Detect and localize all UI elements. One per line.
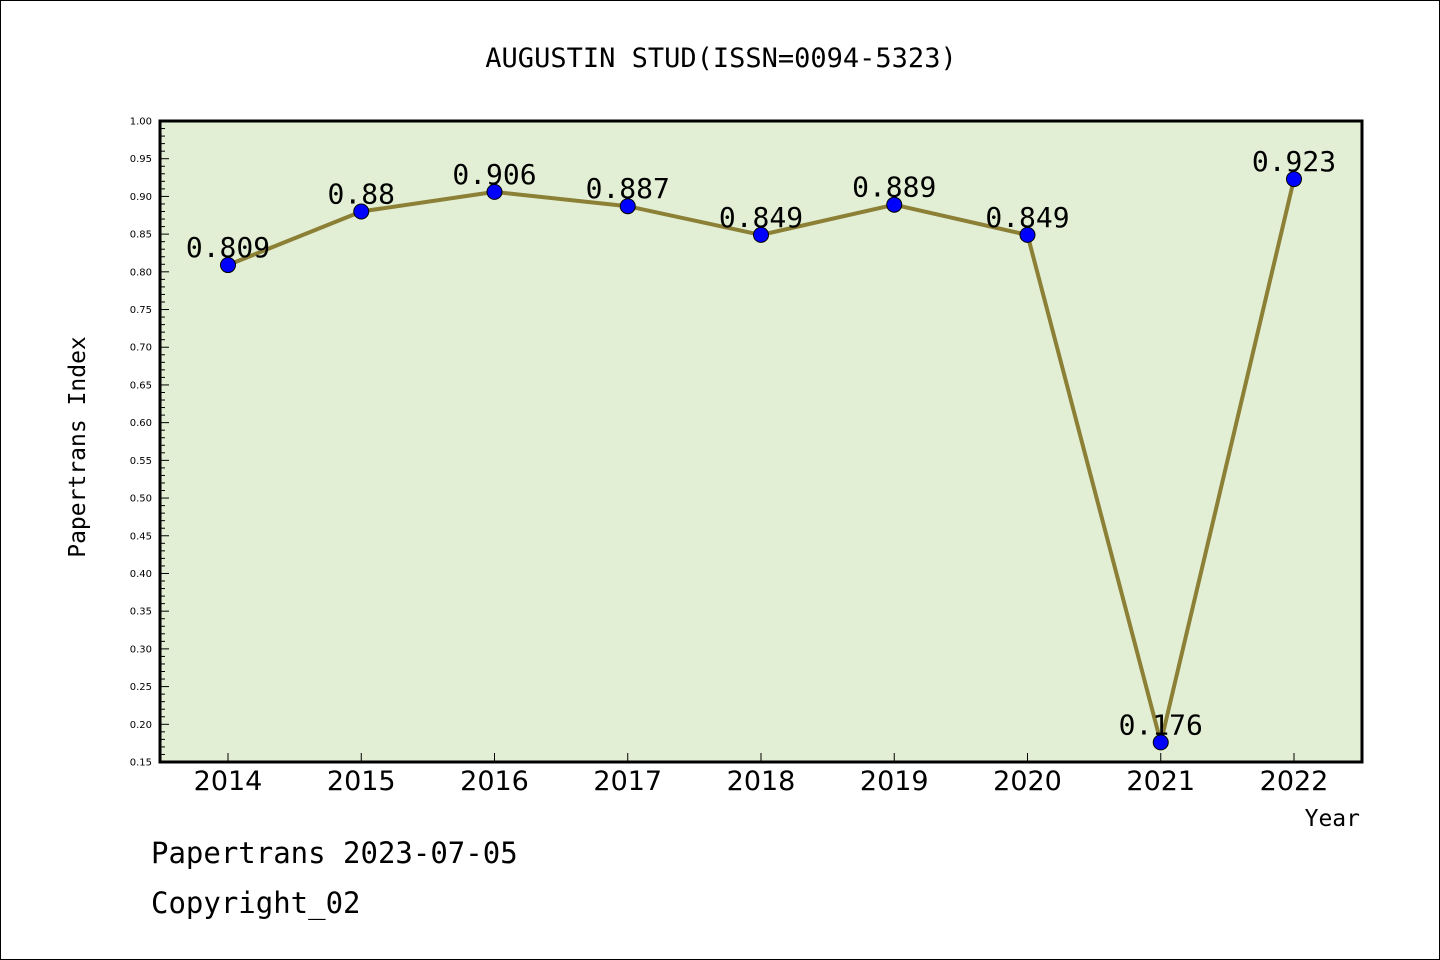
y-tick-label: 0.55 [130,456,152,467]
y-tick-label: 0.75 [130,305,152,316]
x-axis: 2014 2015 2016 2017 2018 2019 2020 2021 2022 [194,753,1329,797]
x-tick-label: 2014 [194,766,263,797]
data-point [486,183,503,200]
footer-date-text: Papertrans 2023-07-05 [151,836,518,870]
data-point [1152,734,1169,751]
y-tick-label: 0.95 [130,154,152,165]
data-label: 0.906 [452,158,536,191]
data-point [220,257,236,274]
y-tick-label: 0.20 [130,720,152,731]
x-axis-label: Year [1305,806,1360,832]
x-tick-label: 2015 [327,766,396,797]
y-tick-label: 0.30 [130,644,152,655]
data-point [886,196,903,213]
data-label: 0.809 [186,231,270,264]
y-tick-label: 1.00 [130,117,152,128]
data-label: 0.849 [985,201,1069,234]
x-tick-label: 2021 [1126,766,1195,797]
y-axis: 0.15 0.20 0.25 0.30 0.35 0.40 0.45 0.50 0.55 0.60… [130,117,169,769]
y-tick-label: 0.65 [130,380,152,391]
data-label: 0.849 [719,201,803,234]
y-tick-label: 0.15 [130,758,152,769]
data-label: 0.88 [328,177,395,210]
x-tick-label: 2016 [460,766,529,797]
y-tick-label: 0.80 [130,267,152,278]
y-tick-label: 0.35 [130,607,152,618]
y-tick-label: 0.70 [130,343,152,354]
footer-copyright-text: Copyright_02 [151,886,361,920]
y-tick-label: 0.25 [130,682,152,693]
chart-title: AUGUSTIN STUD(ISSN=0094-5323) [485,43,956,74]
data-label-layer: 0.809 0.88 0.906 0.887 0.849 0.889 0.849 0.176 0… [186,145,1336,741]
data-point [1286,171,1302,188]
data-label: 0.887 [586,172,670,205]
data-label: 0.176 [1119,708,1203,741]
y-tick-label: 0.90 [130,192,152,203]
x-tick-label: 2022 [1260,766,1329,797]
x-tick-label: 2017 [593,766,662,797]
y-tick-label: 0.45 [130,531,152,542]
x-tick-label: 2020 [993,766,1062,797]
y-tick-label: 0.85 [130,230,152,241]
y-tick-label: 0.40 [130,569,152,580]
x-tick-label: 2018 [727,766,796,797]
data-point [1019,226,1036,243]
data-label: 0.923 [1252,145,1336,178]
y-tick-label: 0.50 [130,494,152,505]
data-point [753,226,769,243]
y-tick-label: 0.60 [130,418,152,429]
y-axis-label: Papertrans Index [65,336,91,558]
data-point [353,203,370,220]
marker-layer [220,171,1302,751]
data-point [619,198,636,215]
x-tick-label: 2019 [860,766,929,797]
data-label: 0.889 [852,171,936,204]
